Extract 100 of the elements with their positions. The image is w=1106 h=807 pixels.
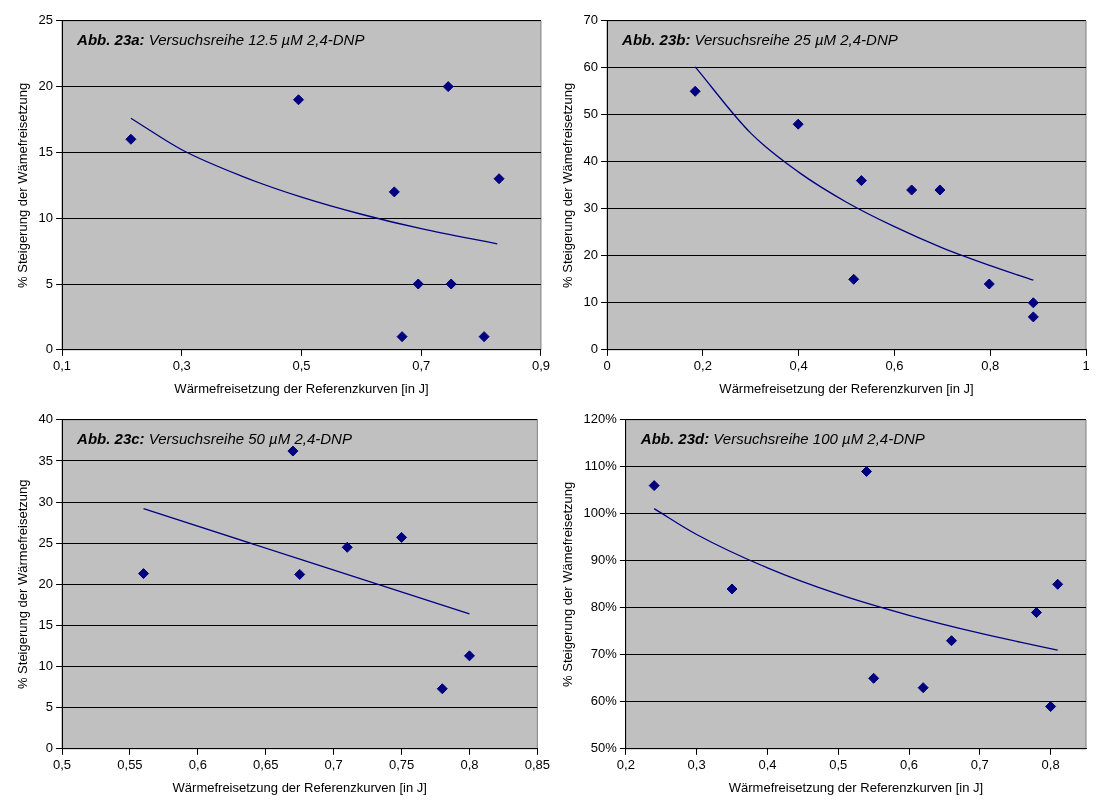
point [855, 175, 867, 187]
point [1030, 607, 1042, 618]
x-tick-label: 0,3 [687, 757, 706, 773]
point [436, 683, 448, 695]
text: Abb. 23b: Versuchsreihe 25 µM 2,4-DNP [621, 30, 898, 48]
y-tick-label: 110% [584, 458, 618, 474]
y-tick-label: 20 [38, 575, 54, 591]
text: Abb. 23a: Versuchsreihe 12.5 µM 2,4-DNP [76, 30, 365, 48]
point [463, 650, 475, 662]
point [917, 682, 929, 694]
point [293, 94, 305, 106]
x-tick-label: 0,6 [188, 757, 207, 773]
x-tick-label: 0,4 [758, 757, 777, 773]
x-tick-label: 0,8 [981, 358, 1000, 374]
text: Abb. 23d: Versuchsreihe 100 µM 2,4-DNP [639, 429, 925, 447]
y-tick-label: 0 [590, 341, 599, 357]
line-series [653, 507, 1059, 651]
y-tick-label: 120% [583, 411, 618, 427]
x-tick-label: 0,5 [53, 757, 72, 773]
point [689, 85, 701, 97]
x-tick-label: 0,8 [1041, 757, 1060, 773]
y-tick-label: 10 [38, 209, 54, 225]
x-axis-title: Wärmefreisetzung der Referenzkurven [in J] [174, 380, 429, 396]
x-tick-label: 0,6 [885, 358, 904, 374]
y-tick-label: 10 [38, 658, 54, 674]
point [1027, 297, 1039, 309]
x-tick-label: 0,7 [324, 757, 343, 773]
point [1045, 701, 1057, 712]
x-axis-title: Wärmefreisetzung der Referenzkurven [in J] [728, 779, 984, 795]
y-tick-label: 40 [38, 411, 54, 427]
point [1052, 578, 1064, 590]
y-axis-title: % Steigerung der Wämefreisetzung [15, 82, 31, 288]
x-tick-label: 0,9 [531, 358, 550, 374]
point [1027, 311, 1039, 323]
y-tick-label: 30 [583, 200, 599, 216]
x-tick-label: 0,8 [460, 757, 479, 773]
x-tick-label: 0,6 [899, 757, 919, 773]
point [396, 531, 408, 543]
point [983, 278, 995, 290]
y-tick-label: 50 [583, 106, 599, 122]
point [792, 118, 804, 130]
x-tick-label: 0,55 [117, 757, 143, 773]
point [906, 184, 918, 196]
point [848, 273, 860, 285]
x-tick-label: 0,4 [789, 358, 808, 374]
y-tick-label: 20 [38, 78, 54, 94]
y-tick-label: 15 [38, 617, 54, 632]
y-tick-label: 0 [45, 341, 54, 357]
x-tick-label: 0,7 [970, 757, 989, 773]
y-tick-label: 100% [583, 505, 618, 521]
y-tick-label: 60 [583, 59, 599, 75]
x-tick-label: 0,65 [253, 757, 279, 773]
y-tick-label: 50% [590, 740, 618, 756]
point [478, 331, 490, 343]
y-tick-label: 40 [583, 153, 599, 169]
point [412, 278, 424, 290]
y-tick-label: 30 [38, 493, 54, 509]
x-axis-title: Wärmefreisetzung der Referenzkurven [in J] [172, 779, 427, 795]
y-tick-label: 15 [38, 143, 54, 159]
point [493, 173, 505, 185]
x-tick-label: 0,85 [524, 757, 551, 773]
point [294, 568, 306, 580]
y-tick-label: 70% [590, 646, 618, 662]
text: Abb. 23c: Versuchsreihe 50 µM 2,4-DNP [76, 429, 352, 447]
y-axis-title: % Steigerung der Wämefreisetzung [560, 82, 576, 288]
x-tick-label: 0,3 [172, 358, 191, 374]
x-tick-label: 0,2 [693, 358, 712, 374]
y-tick-label: 35 [38, 452, 54, 468]
point [125, 133, 137, 145]
y-tick-label: 60% [590, 693, 618, 709]
point [287, 445, 299, 457]
x-tick-label: 0,5 [829, 757, 848, 773]
point [868, 672, 880, 684]
point [726, 583, 738, 595]
y-axis-title: % Steigerung der Wärmefreisetzung [15, 479, 31, 690]
y-tick-label: 0 [45, 740, 54, 756]
y-tick-label: 5 [45, 275, 54, 291]
x-axis-title: Wärmefreisetzung der Referenzkurven [in J] [719, 380, 974, 396]
x-tick-label: 0,5 [292, 358, 311, 374]
y-tick-label: 70 [583, 12, 599, 28]
x-tick-label: 1 [1082, 358, 1090, 374]
y-tick-label: 25 [38, 534, 54, 550]
point [138, 568, 150, 580]
line-series [694, 66, 1034, 281]
y-axis-title: % Steigerung der Wämefreisetzung [560, 481, 576, 687]
point [442, 81, 454, 93]
x-tick-label: 0,1 [53, 358, 72, 374]
point [945, 635, 957, 647]
point [861, 466, 873, 477]
point [396, 331, 408, 343]
x-tick-label: 0,75 [388, 757, 415, 773]
y-tick-label: 25 [38, 12, 54, 28]
point [341, 541, 353, 553]
x-tick-label: 0,2 [616, 757, 635, 773]
point [388, 186, 400, 198]
y-tick-label: 5 [45, 699, 54, 715]
line-series [130, 117, 498, 245]
x-tick-label: 0,7 [412, 358, 431, 374]
y-tick-label: 10 [583, 294, 599, 310]
y-tick-label: 80% [590, 599, 618, 615]
